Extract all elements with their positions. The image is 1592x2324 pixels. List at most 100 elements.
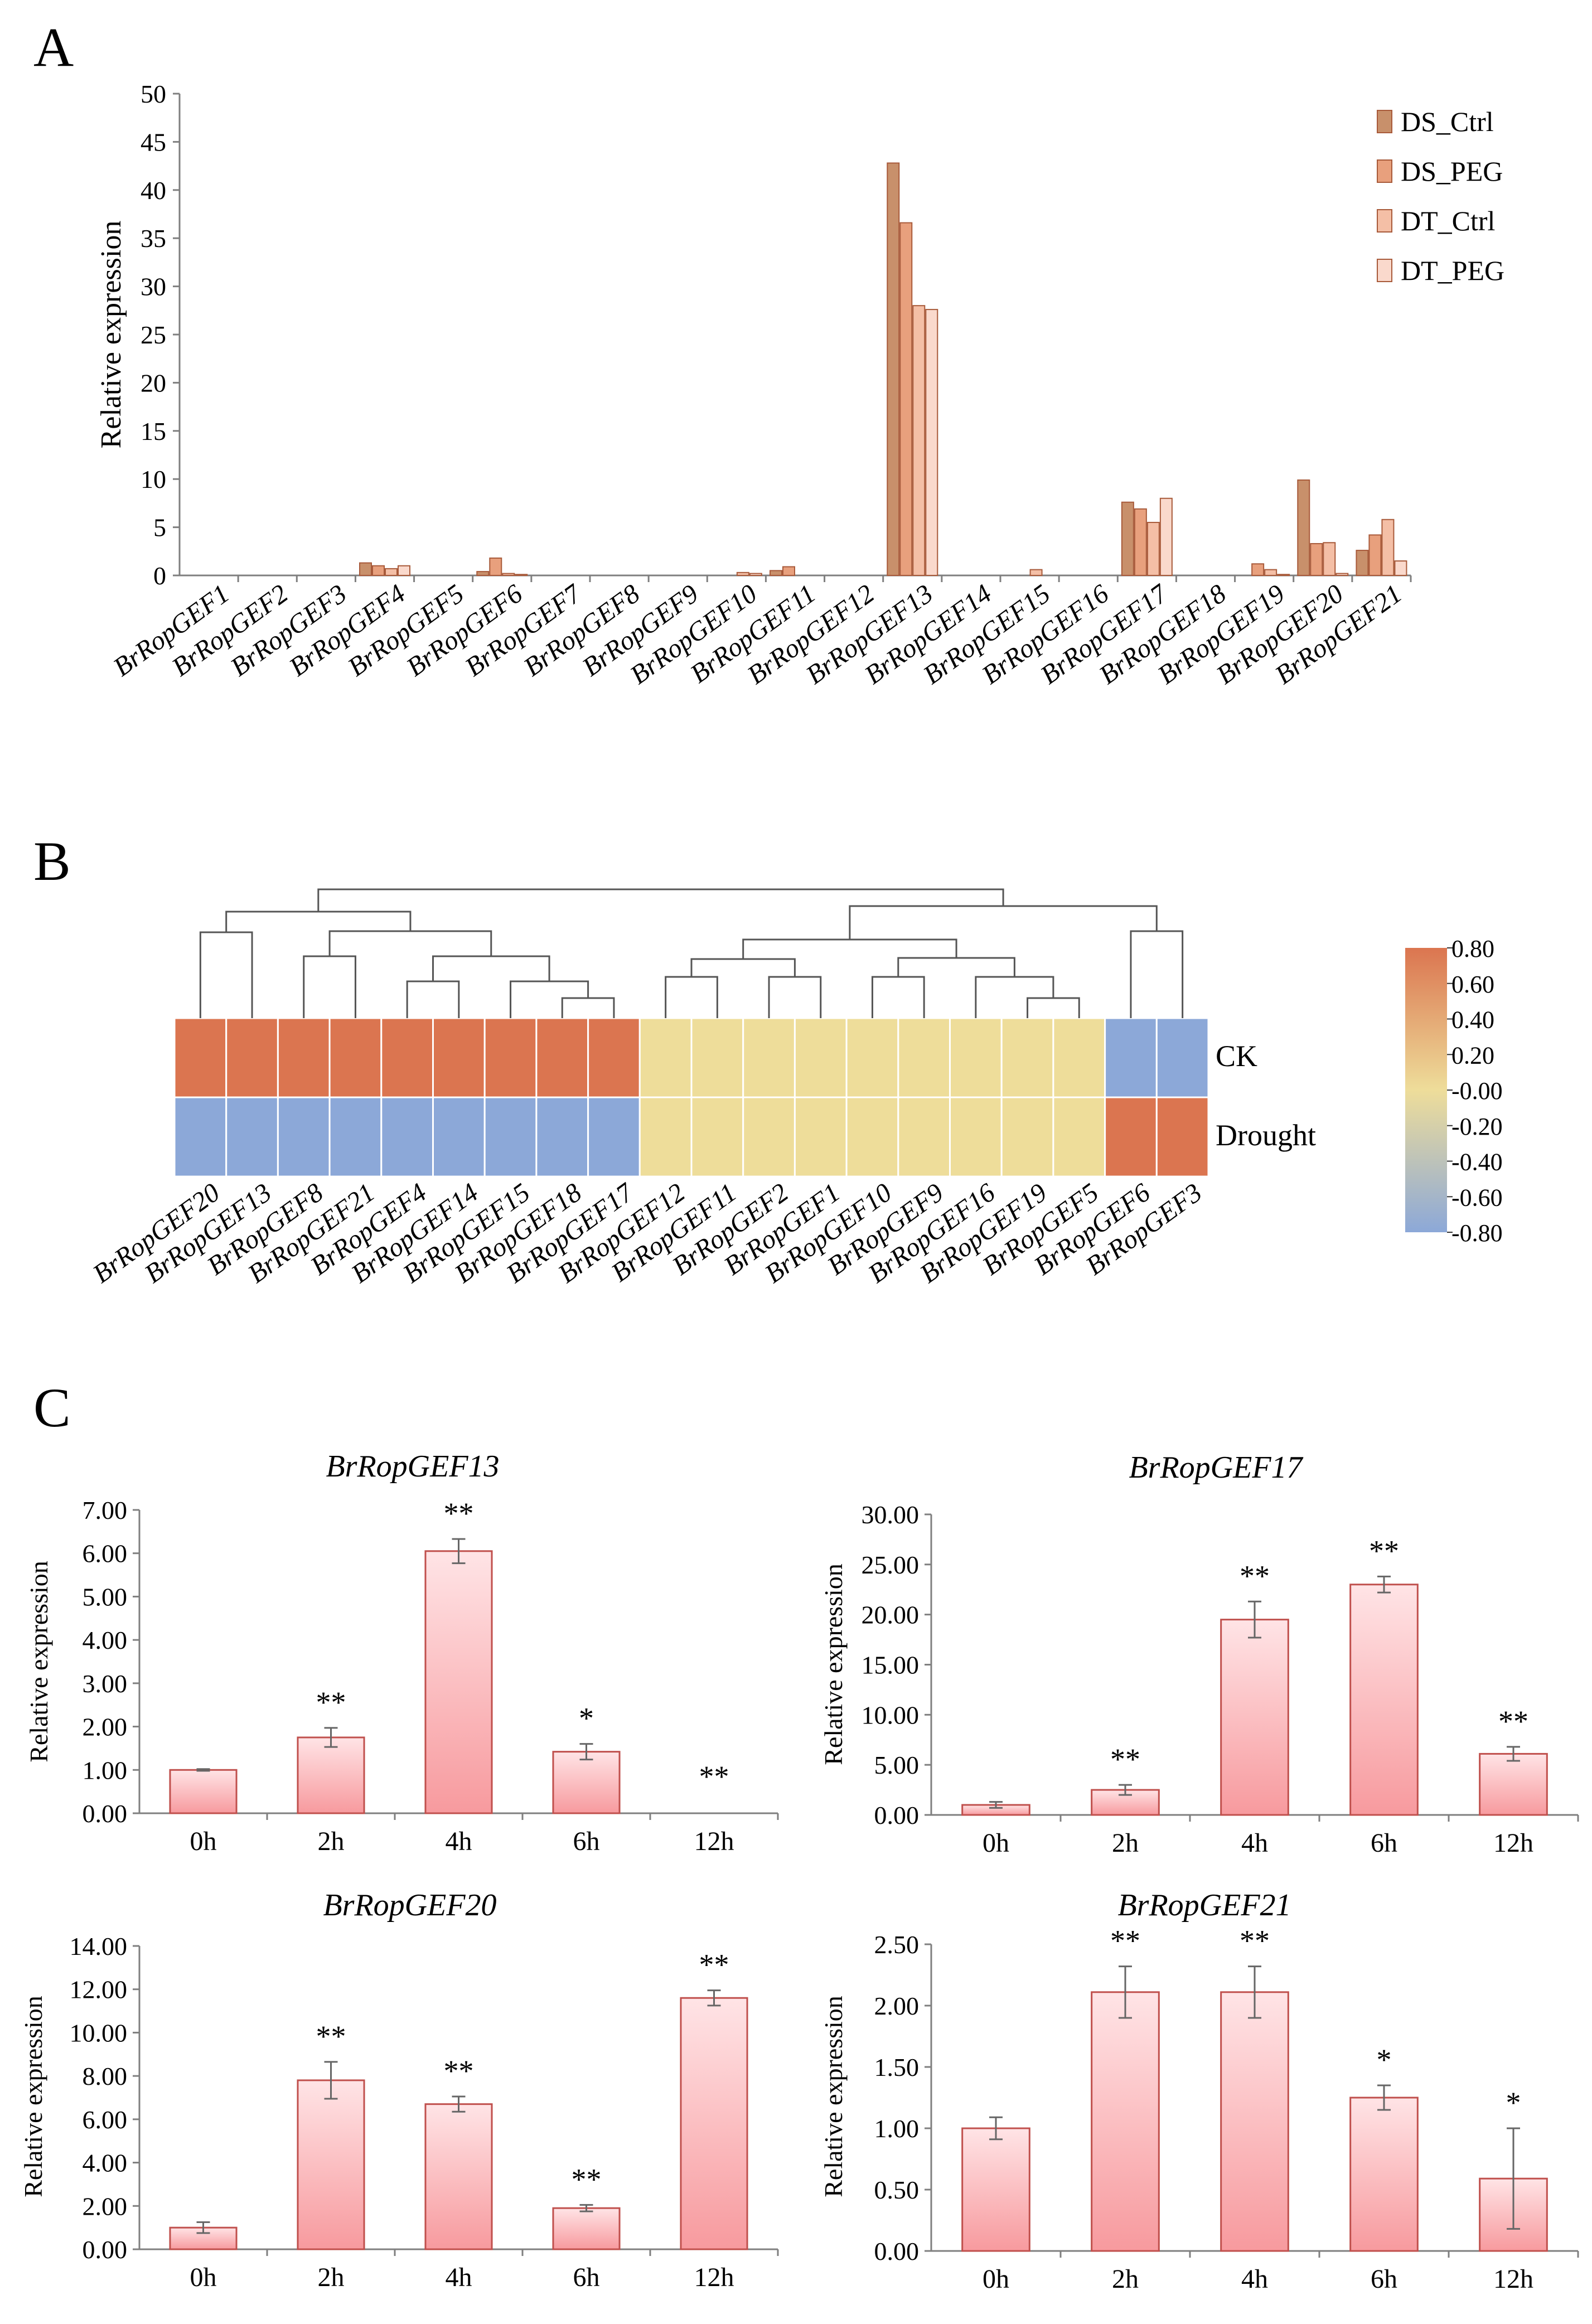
panel-a-bar-dt-ctrl	[1029, 569, 1043, 577]
qpcr-category-label: 2h	[1112, 2264, 1139, 2294]
qpcr-significance-label: **	[444, 1497, 474, 1530]
qpcr-ytick-label: 2.00	[874, 1992, 920, 2020]
qpcr-chart-brropgef17: BrRopGEF17 Relative expression 0.00 5.00 10.…	[819, 1450, 1579, 1858]
qpcr-ytick-label: 15.00	[862, 1651, 920, 1679]
qpcr-significance-label: **	[572, 2162, 602, 2196]
panel-a-ytick-label: 40	[141, 176, 166, 205]
qpcr-bar	[169, 1769, 238, 1814]
panel-a-bar-ds-peg	[1134, 508, 1147, 577]
qpcr-ytick-label: 2.50	[874, 1930, 920, 1959]
colorbar-tick-label: 0.20	[1451, 1042, 1494, 1069]
qpcr-ytick-label: 1.50	[874, 2053, 920, 2081]
heatmap-cell	[432, 1017, 486, 1098]
qpcr-bar	[424, 2103, 493, 2250]
qpcr-significance-label: **	[1110, 1924, 1140, 1958]
qpcr-significance-label: **	[699, 1760, 729, 1793]
qpcr-bar	[1349, 1584, 1419, 1816]
legend-label-ds-ctrl: DS_Ctrl	[1401, 106, 1494, 137]
panel-a-bar-dt-peg	[749, 573, 762, 576]
dendrogram-link	[303, 955, 356, 1018]
heatmap-cell	[173, 1096, 228, 1178]
panel-c-charts: BrRopGEF13 Relative expression 0.00 1.00 2.0…	[19, 1449, 1579, 2294]
qpcr-bar	[552, 2207, 621, 2250]
heatmap-cell	[742, 1017, 796, 1098]
panel-a-bar-dt-ctrl	[385, 568, 398, 576]
qpcr-significance-label: **	[1369, 1534, 1399, 1567]
qpcr-category-label: 2h	[318, 1827, 345, 1856]
qpcr-ytick-label: 5.00	[83, 1582, 128, 1611]
qpcr-ytick-label: 30.00	[862, 1500, 920, 1529]
qpcr-ytick-label: 0.00	[874, 2237, 920, 2265]
qpcr-chart-brropgef20: BrRopGEF20 Relative expression 0.00 2.00 4.0…	[19, 1888, 779, 2292]
heatmap-cell	[535, 1017, 589, 1098]
heatmap-cell	[1000, 1017, 1054, 1098]
panel-a-ytick-label: 5	[153, 514, 166, 542]
dendrogram-link	[742, 938, 957, 959]
qpcr-category-label: 6h	[573, 2263, 600, 2292]
heatmap-cell	[432, 1096, 486, 1178]
colorbar-tick-label: 0.40	[1451, 1006, 1494, 1034]
dendrogram-link	[510, 980, 589, 1018]
heatmap-row-label-ck: CK	[1216, 1039, 1257, 1073]
heatmap-cell	[225, 1096, 279, 1178]
colorbar	[1405, 948, 1447, 1232]
qpcr-category-label: 6h	[1371, 1828, 1397, 1858]
qpcr-category-label: 4h	[1241, 2264, 1268, 2294]
heatmap-cell	[587, 1017, 641, 1098]
dendrogram-link	[690, 958, 796, 977]
qpcr-ytick-label: 5.00	[874, 1751, 920, 1779]
qpcr-bar	[1220, 1619, 1289, 1816]
dendrogram-link	[849, 905, 1158, 940]
qpcr-ytick-label: 2.00	[83, 2192, 128, 2220]
panel-a-bar-dt-ctrl	[1264, 569, 1278, 577]
qpcr-significance-label: *	[1377, 2043, 1392, 2076]
heatmap-cell	[1000, 1096, 1054, 1178]
dendrogram-link	[225, 911, 412, 932]
heatmap-cell	[1052, 1096, 1106, 1178]
qpcr-category-label: 0h	[983, 2264, 1009, 2294]
heatmap-cell	[638, 1096, 693, 1178]
panel-label-b: B	[33, 830, 71, 892]
heatmap-cell	[949, 1096, 1003, 1178]
qpcr-chart-brropgef21: BrRopGEF21 Relative expression 0.00 0.50 1.0…	[819, 1888, 1579, 2294]
heatmap-cell	[483, 1017, 538, 1098]
qpcr-ylabel: Relative expression	[819, 1563, 848, 1765]
qpcr-ylabel: Relative expression	[819, 1996, 848, 2197]
qpcr-significance-label: **	[699, 1948, 729, 1982]
qpcr-significance-label: *	[1506, 2086, 1521, 2119]
panel-a-ytick-label: 10	[141, 465, 166, 493]
qpcr-category-label: 4h	[446, 2263, 472, 2292]
qpcr-ytick-label: 2.00	[83, 1713, 128, 1741]
colorbar-tick-label: -0.00	[1451, 1077, 1503, 1105]
heatmap-cell	[1155, 1017, 1209, 1098]
colorbar-tick-label: -0.20	[1451, 1113, 1503, 1140]
panel-a-bar-ds-ctrl	[1121, 501, 1134, 576]
colorbar-tick-label: 0.80	[1451, 935, 1494, 962]
heatmap-cell	[483, 1096, 538, 1178]
qpcr-ytick-label: 10.00	[862, 1701, 920, 1729]
qpcr-ytick-label: 1.00	[874, 2114, 920, 2143]
panel-a-bar-dt-peg	[1394, 560, 1407, 577]
heatmap-cell	[793, 1096, 848, 1178]
panel-a-bar-ds-peg	[1251, 563, 1265, 576]
qpcr-ytick-label: 8.00	[83, 2062, 128, 2090]
panel-a-ytick-label: 20	[141, 369, 166, 397]
qpcr-category-label: 2h	[318, 2263, 345, 2292]
heatmap-cell	[742, 1096, 796, 1178]
qpcr-significance-label: **	[1498, 1705, 1528, 1738]
dendrogram-link	[897, 957, 1015, 977]
colorbar-tick-label: 0.60	[1451, 971, 1494, 998]
heatmap-cell	[793, 1017, 848, 1098]
qpcr-category-label: 0h	[190, 2263, 217, 2292]
legend-label-ds-peg: DS_PEG	[1401, 156, 1503, 187]
heatmap-cell	[845, 1096, 899, 1178]
qpcr-ytick-label: 0.00	[83, 2235, 128, 2264]
legend-swatch-ds-peg	[1377, 159, 1392, 183]
panel-a-bar-dt-ctrl	[1146, 521, 1160, 577]
legend-swatch-ds-ctrl	[1377, 110, 1392, 133]
heatmap-cell	[535, 1096, 589, 1178]
qpcr-ytick-label: 0.00	[83, 1799, 128, 1828]
heatmap-cell	[328, 1017, 383, 1098]
qpcr-category-label: 2h	[1112, 1828, 1139, 1858]
panel-a-bar-ds-ctrl	[1297, 479, 1310, 576]
